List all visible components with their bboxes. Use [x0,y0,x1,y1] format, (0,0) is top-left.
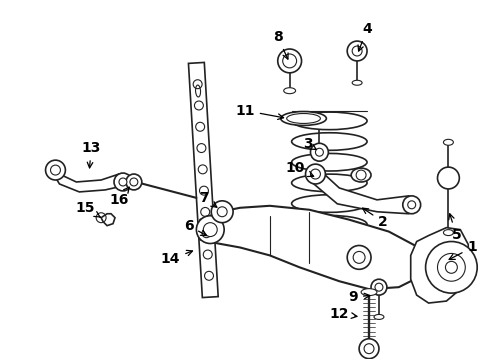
Ellipse shape [352,80,362,85]
Circle shape [203,223,217,237]
Circle shape [126,174,142,190]
Circle shape [408,201,416,209]
Text: 16: 16 [109,187,129,207]
Circle shape [438,253,465,281]
Text: 13: 13 [81,141,101,168]
Text: 1: 1 [449,240,477,260]
Circle shape [375,283,383,291]
Text: 5: 5 [449,214,461,242]
Ellipse shape [361,289,377,296]
Circle shape [46,160,65,180]
Circle shape [196,216,224,243]
Polygon shape [189,62,218,298]
Text: 15: 15 [75,201,100,217]
Circle shape [364,344,374,354]
Circle shape [347,41,367,61]
Text: 2: 2 [363,208,388,229]
Circle shape [283,54,296,68]
Ellipse shape [351,168,371,182]
Circle shape [119,178,127,186]
Circle shape [278,49,301,73]
Circle shape [352,46,362,56]
Text: 12: 12 [329,307,357,321]
Circle shape [311,169,320,179]
Ellipse shape [284,88,295,94]
Text: 7: 7 [199,191,217,207]
Text: 11: 11 [235,104,284,120]
Ellipse shape [374,314,384,319]
Circle shape [347,246,371,269]
Circle shape [438,167,459,189]
Text: 3: 3 [303,137,316,151]
Circle shape [130,178,138,186]
Circle shape [359,339,379,359]
Polygon shape [53,164,126,192]
Circle shape [211,201,233,223]
Text: 9: 9 [348,290,370,304]
Ellipse shape [443,139,453,145]
Text: 10: 10 [286,161,314,176]
Circle shape [353,251,365,264]
Circle shape [114,173,132,191]
Text: 8: 8 [273,30,288,59]
Polygon shape [200,206,429,289]
Circle shape [311,143,328,161]
Circle shape [426,242,477,293]
Circle shape [50,165,60,175]
Circle shape [445,261,457,273]
Ellipse shape [287,113,320,123]
Polygon shape [411,228,468,303]
Circle shape [316,148,323,156]
Circle shape [371,279,387,295]
Text: 14: 14 [161,250,193,266]
Polygon shape [310,166,416,214]
Ellipse shape [281,112,326,125]
Circle shape [356,170,366,180]
Circle shape [217,207,227,217]
Text: 4: 4 [358,22,372,51]
Circle shape [403,196,420,214]
Ellipse shape [443,230,453,235]
Circle shape [306,164,325,184]
Text: 6: 6 [184,219,207,235]
